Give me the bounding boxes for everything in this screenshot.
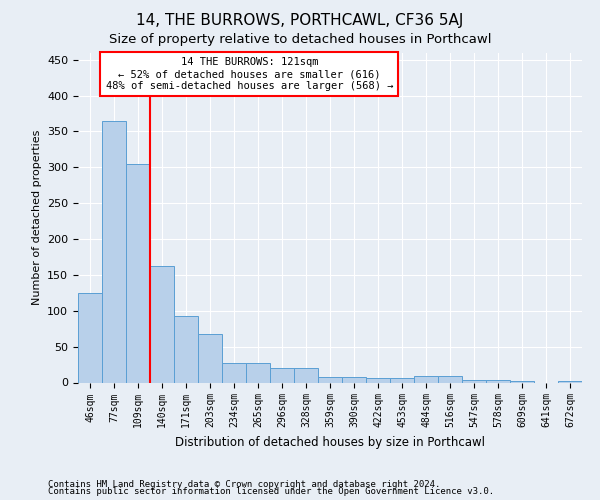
Bar bbox=[150, 266, 174, 382]
Bar bbox=[78, 293, 102, 382]
Bar bbox=[486, 380, 510, 382]
Bar bbox=[198, 334, 222, 382]
Text: Size of property relative to detached houses in Porthcawl: Size of property relative to detached ho… bbox=[109, 32, 491, 46]
Bar bbox=[510, 381, 534, 382]
Bar bbox=[462, 380, 486, 382]
Bar bbox=[270, 368, 294, 382]
Bar bbox=[126, 164, 150, 382]
Text: Contains HM Land Registry data © Crown copyright and database right 2024.: Contains HM Land Registry data © Crown c… bbox=[48, 480, 440, 489]
Bar bbox=[246, 363, 270, 382]
Bar bbox=[414, 376, 438, 382]
Y-axis label: Number of detached properties: Number of detached properties bbox=[32, 130, 41, 305]
Bar bbox=[390, 378, 414, 382]
Bar bbox=[318, 378, 342, 382]
Text: 14, THE BURROWS, PORTHCAWL, CF36 5AJ: 14, THE BURROWS, PORTHCAWL, CF36 5AJ bbox=[136, 12, 464, 28]
Bar bbox=[366, 378, 390, 382]
Bar bbox=[294, 368, 318, 382]
Bar bbox=[558, 381, 582, 382]
Bar bbox=[342, 378, 366, 382]
Bar bbox=[102, 120, 126, 382]
X-axis label: Distribution of detached houses by size in Porthcawl: Distribution of detached houses by size … bbox=[175, 436, 485, 449]
Text: 14 THE BURROWS: 121sqm
← 52% of detached houses are smaller (616)
48% of semi-de: 14 THE BURROWS: 121sqm ← 52% of detached… bbox=[106, 58, 393, 90]
Text: Contains public sector information licensed under the Open Government Licence v3: Contains public sector information licen… bbox=[48, 487, 494, 496]
Bar bbox=[438, 376, 462, 382]
Bar bbox=[222, 363, 246, 382]
Bar bbox=[174, 316, 198, 382]
